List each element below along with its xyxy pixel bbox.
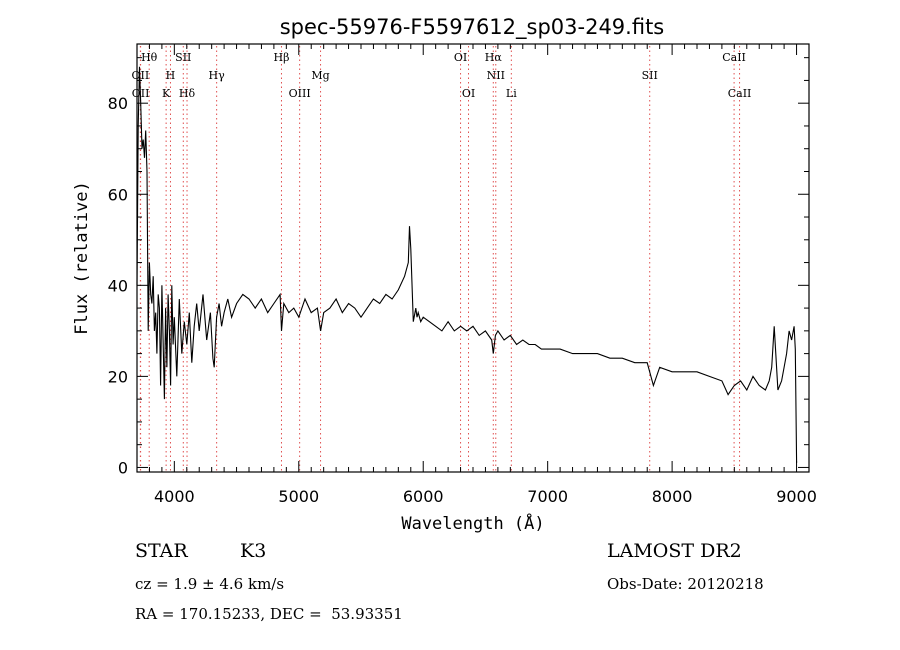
x-tick-label: 9000 [776, 487, 817, 506]
object-class: STAR [135, 540, 188, 562]
line-markers [139, 46, 741, 472]
line-marker-label-10: Mg [311, 69, 329, 82]
line-marker-label-3: SII [175, 51, 191, 64]
object-subclass: K3 [240, 540, 267, 562]
redshift-cz: cz = 1.9 ± 4.6 km/s [135, 575, 285, 593]
line-marker-label-12: OI [462, 87, 475, 100]
x-tick-label: 6000 [403, 487, 444, 506]
x-tick-label: 4000 [154, 487, 195, 506]
line-marker-label-13: Hα [485, 51, 503, 64]
survey-name: LAMOST DR2 [607, 540, 742, 562]
line-marker-label-11: OI [454, 51, 467, 64]
line-marker-label-7: Hγ [209, 69, 226, 82]
line-marker-label-16: SII [642, 69, 658, 82]
coordinates: RA = 170.15233, DEC = 53.93351 [135, 605, 403, 623]
chart-title: spec-55976-F5597612_sp03-249.fits [280, 15, 665, 40]
y-tick-label: 0 [118, 458, 128, 477]
line-marker-label-14: NII [487, 69, 505, 82]
x-tick-label: 8000 [652, 487, 693, 506]
x-tick-label: 7000 [527, 487, 568, 506]
axis-ticks [137, 44, 809, 472]
line-marker-label-18: CaII [728, 87, 752, 100]
y-tick-label: 40 [108, 276, 128, 295]
x-tick-label: 5000 [278, 487, 319, 506]
line-marker-label-8: Hβ [274, 51, 290, 64]
line-marker-label-5: K [162, 87, 171, 100]
x-axis-label: Wavelength (Å) [401, 512, 544, 534]
observation-date: Obs-Date: 20120218 [607, 575, 764, 593]
line-marker-label-17: CaII [722, 51, 746, 64]
y-tick-label: 60 [108, 185, 128, 204]
line-marker-label-15: Li [506, 87, 517, 100]
plot-frame [136, 43, 810, 473]
line-marker-label-4: H [166, 69, 176, 82]
line-marker-label-0: Hθ [141, 51, 158, 64]
line-marker-label-1: OII [132, 69, 150, 82]
y-tick-label: 80 [108, 94, 128, 113]
y-tick-label: 20 [108, 367, 128, 386]
y-axis-label: Flux (relative) [72, 181, 92, 335]
line-marker-label-9: OIII [289, 87, 311, 100]
line-marker-label-6: Hδ [179, 87, 196, 100]
spectrum-series-line [136, 66, 798, 463]
axis-tick-labels: 4000 5000 6000 7000 8000 9000 0 20 40 60 80 [108, 94, 817, 506]
